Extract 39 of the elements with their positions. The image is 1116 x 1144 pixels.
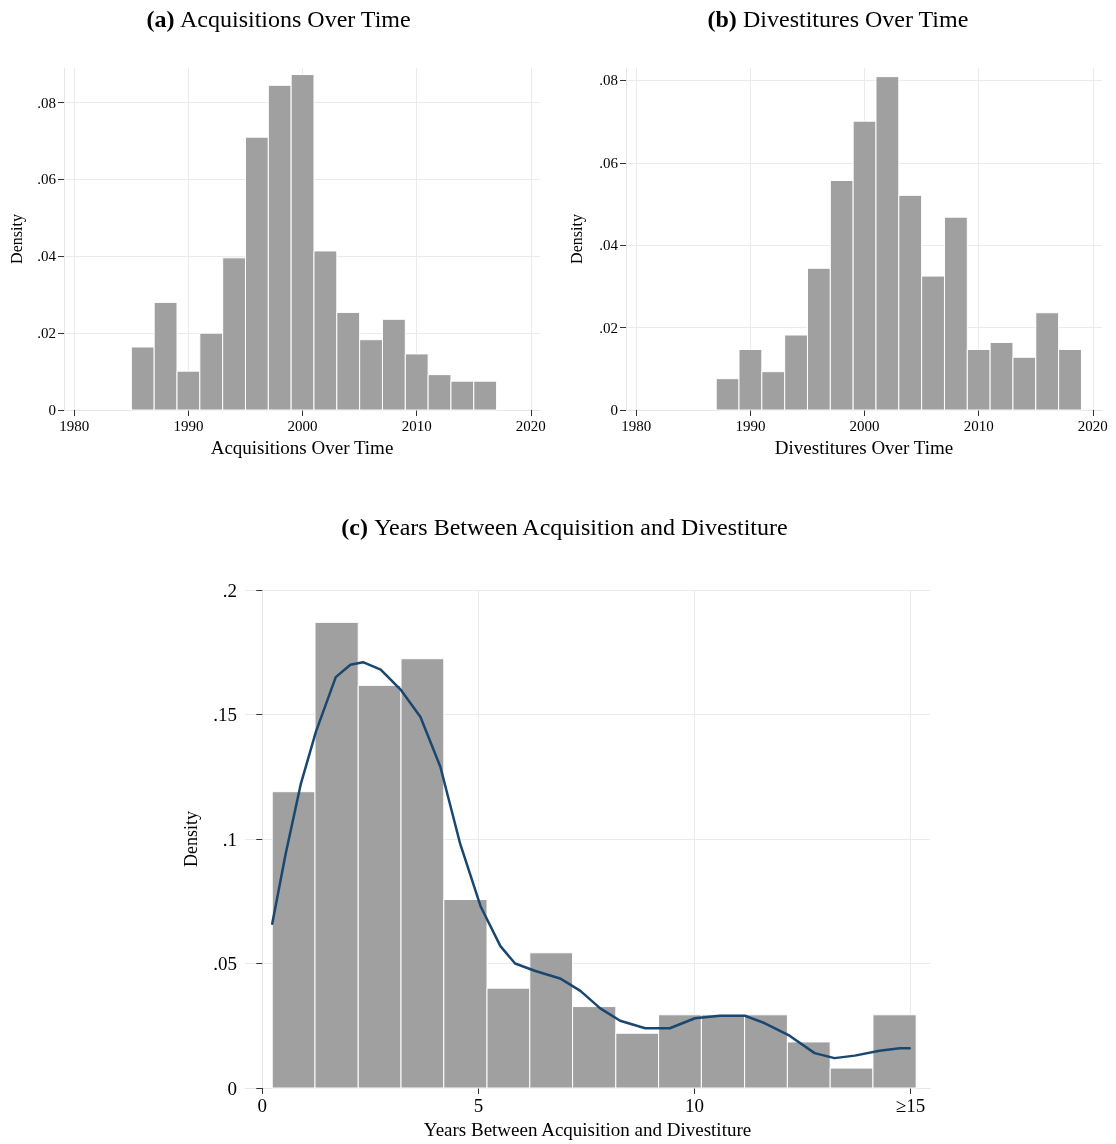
chart-title: (b) Divestitures Over Time — [707, 6, 969, 32]
x-tick-label: 5 — [473, 1095, 484, 1116]
x-axis-title: Divestitures Over Time — [774, 436, 954, 458]
x-tick-label: 0 — [257, 1095, 268, 1116]
x-tick-label: 1980 — [621, 417, 652, 434]
y-tick-label: .1 — [222, 828, 237, 850]
y-tick-label: 0 — [610, 402, 618, 418]
y-tick-label: .05 — [213, 953, 237, 974]
y-tick-label: .04 — [37, 248, 57, 265]
y-axis-title: Density — [567, 214, 586, 264]
y-tick-label: .2 — [222, 579, 237, 601]
y-tick-label: .02 — [37, 325, 56, 342]
x-tick-label: 10 — [684, 1095, 704, 1116]
x-tick-label: 2000 — [287, 417, 318, 434]
x-tick-label: 2000 — [849, 417, 880, 434]
y-tick-label: 0 — [227, 1077, 237, 1099]
x-axis-title: Acquisitions Over Time — [210, 436, 394, 458]
x-tick-label: 2010 — [963, 417, 994, 434]
x-tick-label: 1990 — [173, 417, 204, 434]
x-tick-label: 2010 — [401, 417, 432, 434]
line-series — [270, 660, 911, 1060]
y-tick-label: .06 — [37, 171, 57, 188]
x-tick-label: 2020 — [515, 417, 546, 434]
y-tick-label: .06 — [599, 154, 619, 171]
y-tick-label: 0 — [48, 402, 56, 418]
x-tick-label: ≥15 — [895, 1095, 926, 1116]
y-tick-label: .04 — [599, 237, 619, 254]
y-tick-label: .08 — [37, 94, 56, 111]
x-tick-label: 1990 — [735, 417, 766, 434]
y-tick-label: .15 — [213, 704, 237, 725]
y-axis-title: Density — [181, 811, 201, 867]
x-tick-label: 2020 — [1077, 417, 1108, 434]
y-tick-label: .02 — [599, 319, 618, 336]
x-tick-label: 1980 — [59, 417, 90, 434]
chart-title: (a) Acquisitions Over Time — [146, 6, 411, 32]
y-axis-title: Density — [7, 214, 26, 264]
y-tick-label: .08 — [599, 72, 618, 89]
chart-title: (c) Years Between Acquisition and Divestiture — [341, 514, 788, 540]
x-axis-title: Years Between Acquisition and Divestiture — [423, 1118, 752, 1140]
